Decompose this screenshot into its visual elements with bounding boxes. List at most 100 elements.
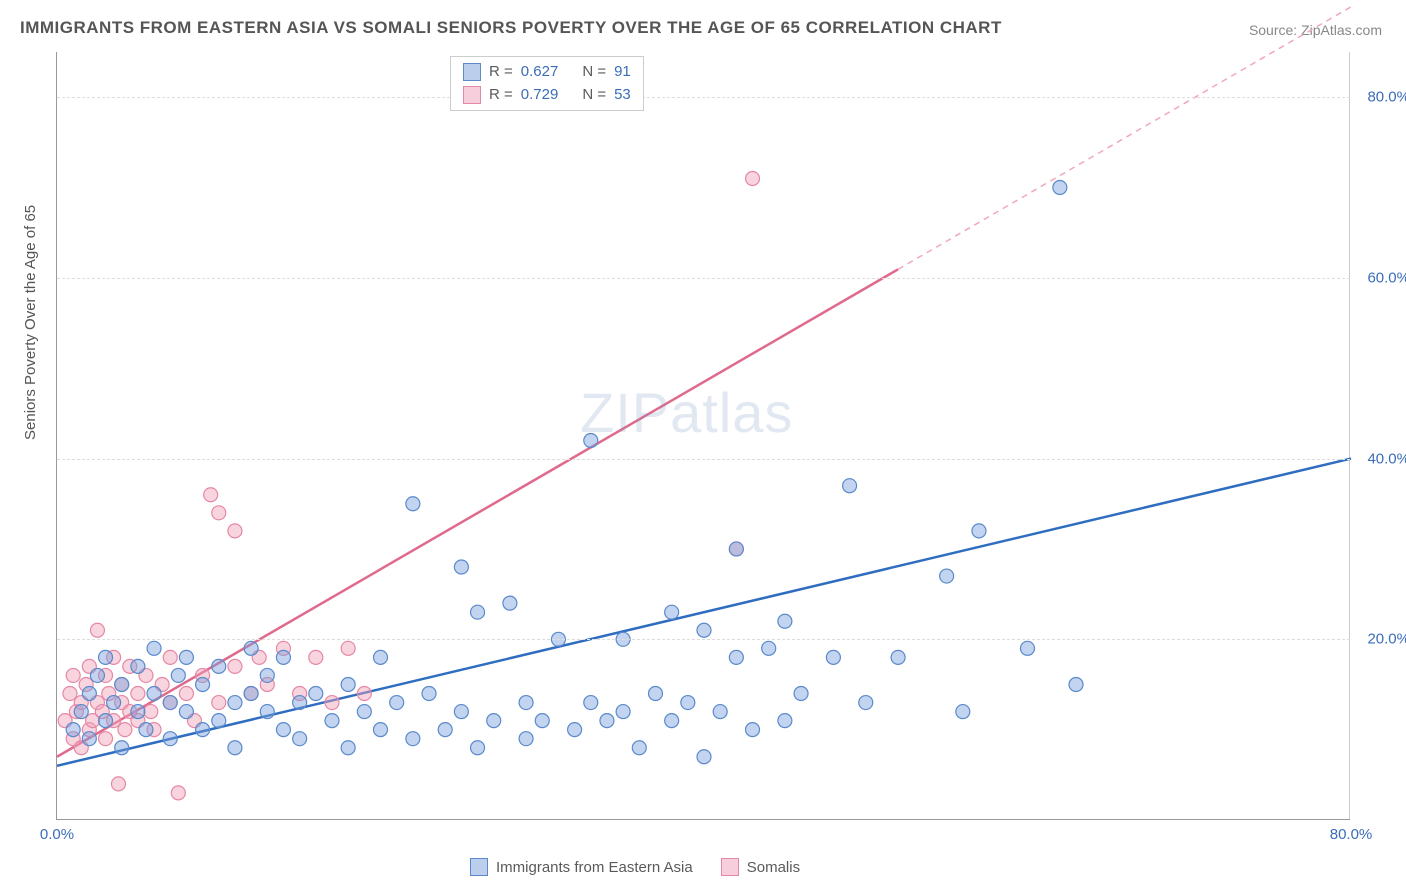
data-point-blue bbox=[115, 677, 129, 691]
data-point-blue bbox=[487, 714, 501, 728]
data-point-blue bbox=[293, 696, 307, 710]
trendline-blue bbox=[57, 459, 1351, 766]
data-point-blue bbox=[713, 705, 727, 719]
data-point-blue bbox=[82, 732, 96, 746]
data-point-blue bbox=[147, 687, 161, 701]
gridline bbox=[57, 278, 1350, 279]
data-point-blue bbox=[665, 605, 679, 619]
data-point-blue bbox=[99, 714, 113, 728]
legend-n-label: N = bbox=[582, 84, 606, 107]
data-point-blue bbox=[648, 687, 662, 701]
data-point-blue bbox=[697, 750, 711, 764]
data-point-blue bbox=[115, 741, 129, 755]
data-point-blue bbox=[1021, 641, 1035, 655]
chart-plot-area: 20.0%40.0%60.0%80.0%0.0%80.0% bbox=[56, 52, 1350, 820]
data-point-pink bbox=[204, 488, 218, 502]
data-point-pink bbox=[90, 623, 104, 637]
data-point-blue bbox=[454, 705, 468, 719]
source-link[interactable]: Source: ZipAtlas.com bbox=[1249, 22, 1382, 38]
data-point-blue bbox=[956, 705, 970, 719]
data-point-blue bbox=[196, 677, 210, 691]
data-point-pink bbox=[309, 650, 323, 664]
data-point-blue bbox=[471, 741, 485, 755]
data-point-blue bbox=[179, 705, 193, 719]
data-point-pink bbox=[212, 696, 226, 710]
legend-r-value: 0.627 bbox=[521, 61, 559, 84]
data-point-blue bbox=[107, 696, 121, 710]
data-point-blue bbox=[584, 696, 598, 710]
data-point-pink bbox=[66, 668, 80, 682]
data-point-pink bbox=[341, 641, 355, 655]
data-point-blue bbox=[293, 732, 307, 746]
legend-series-label: Immigrants from Eastern Asia bbox=[496, 859, 693, 876]
data-point-blue bbox=[519, 732, 533, 746]
data-point-pink bbox=[228, 524, 242, 538]
data-point-blue bbox=[390, 696, 404, 710]
x-tick-label: 80.0% bbox=[1330, 826, 1373, 843]
data-point-blue bbox=[228, 696, 242, 710]
data-point-blue bbox=[859, 696, 873, 710]
data-point-blue bbox=[406, 732, 420, 746]
gridline bbox=[57, 639, 1350, 640]
data-point-blue bbox=[471, 605, 485, 619]
y-tick-label: 20.0% bbox=[1355, 631, 1406, 648]
data-point-blue bbox=[244, 641, 258, 655]
data-point-blue bbox=[163, 732, 177, 746]
gridline bbox=[57, 97, 1350, 98]
data-point-blue bbox=[374, 650, 388, 664]
data-point-blue bbox=[139, 723, 153, 737]
data-point-blue bbox=[260, 705, 274, 719]
data-point-blue bbox=[244, 687, 258, 701]
data-point-blue bbox=[147, 641, 161, 655]
legend-r-label: R = bbox=[489, 61, 513, 84]
data-point-blue bbox=[826, 650, 840, 664]
data-point-blue bbox=[131, 705, 145, 719]
y-tick-label: 60.0% bbox=[1355, 269, 1406, 286]
data-point-pink bbox=[144, 705, 158, 719]
data-point-blue bbox=[843, 479, 857, 493]
x-tick-label: 0.0% bbox=[40, 826, 74, 843]
data-point-pink bbox=[111, 777, 125, 791]
y-tick-label: 80.0% bbox=[1355, 89, 1406, 106]
data-point-blue bbox=[503, 596, 517, 610]
legend-r-value: 0.729 bbox=[521, 84, 559, 107]
data-point-blue bbox=[762, 641, 776, 655]
legend-n-value: 91 bbox=[614, 61, 631, 84]
data-point-blue bbox=[891, 650, 905, 664]
data-point-blue bbox=[746, 723, 760, 737]
data-point-blue bbox=[729, 542, 743, 556]
data-point-blue bbox=[519, 696, 533, 710]
data-point-blue bbox=[584, 434, 598, 448]
data-point-blue bbox=[438, 723, 452, 737]
data-point-pink bbox=[746, 171, 760, 185]
data-point-pink bbox=[163, 650, 177, 664]
legend-stat-row: R = 0.729N = 53 bbox=[463, 84, 631, 107]
y-axis-label: Seniors Poverty Over the Age of 65 bbox=[22, 205, 39, 440]
data-point-blue bbox=[82, 687, 96, 701]
legend-series: Immigrants from Eastern AsiaSomalis bbox=[470, 858, 800, 876]
data-point-pink bbox=[179, 687, 193, 701]
data-point-blue bbox=[163, 696, 177, 710]
legend-swatch-pink bbox=[463, 86, 481, 104]
data-point-pink bbox=[171, 786, 185, 800]
data-point-blue bbox=[309, 687, 323, 701]
legend-n-value: 53 bbox=[614, 84, 631, 107]
data-point-blue bbox=[1053, 181, 1067, 195]
trendline-pink bbox=[57, 269, 898, 756]
data-point-pink bbox=[357, 687, 371, 701]
data-point-blue bbox=[406, 497, 420, 511]
data-point-blue bbox=[665, 714, 679, 728]
data-point-blue bbox=[1069, 677, 1083, 691]
data-point-blue bbox=[778, 614, 792, 628]
data-point-blue bbox=[454, 560, 468, 574]
y-tick-label: 40.0% bbox=[1355, 450, 1406, 467]
data-point-blue bbox=[66, 723, 80, 737]
legend-stats: R = 0.627N = 91R = 0.729N = 53 bbox=[450, 56, 644, 111]
data-point-blue bbox=[341, 677, 355, 691]
data-point-pink bbox=[99, 732, 113, 746]
data-point-pink bbox=[118, 723, 132, 737]
data-point-blue bbox=[90, 668, 104, 682]
data-point-blue bbox=[260, 668, 274, 682]
data-point-blue bbox=[616, 705, 630, 719]
data-point-blue bbox=[940, 569, 954, 583]
